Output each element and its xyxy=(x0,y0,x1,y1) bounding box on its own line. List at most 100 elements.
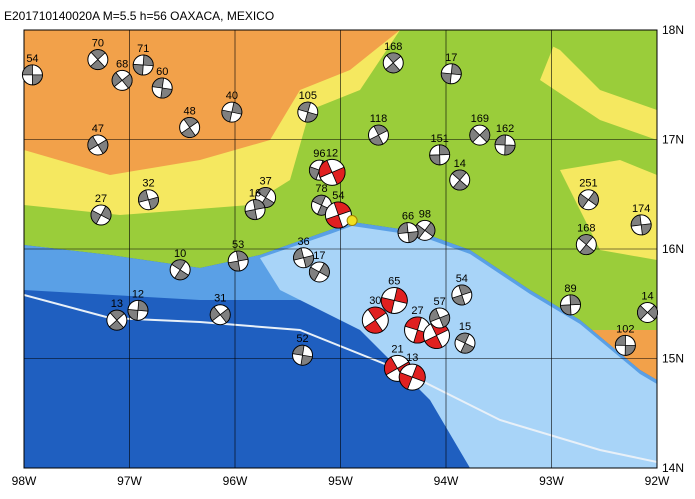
event-label: 36 xyxy=(297,236,309,248)
lat-tick-label: 17N xyxy=(662,133,684,147)
lat-tick-label: 18N xyxy=(662,23,684,37)
beachball-quadrants xyxy=(111,72,133,89)
focal-mechanism xyxy=(451,284,473,306)
beachball-quadrants xyxy=(87,135,109,155)
beachball-quadrants xyxy=(469,127,491,143)
beachball-quadrants xyxy=(138,189,159,210)
focal-mechanism xyxy=(87,134,109,156)
beachball-quadrants xyxy=(244,199,266,220)
focal-mechanism xyxy=(137,189,159,211)
event-label: 54 xyxy=(26,53,38,65)
event-label: 31 xyxy=(214,293,226,305)
beachball-quadrants xyxy=(297,101,318,123)
event-label: 60 xyxy=(156,66,168,78)
focal-mechanism xyxy=(127,299,149,321)
focal-mechanism xyxy=(324,201,352,229)
beachball-quadrants xyxy=(22,64,43,86)
beachball-quadrants xyxy=(398,364,426,390)
event-label: 66 xyxy=(402,211,414,223)
event-label: 17 xyxy=(445,52,457,64)
focal-mechanism xyxy=(21,64,43,86)
lon-tick-label: 93W xyxy=(539,474,564,488)
event-label: 14 xyxy=(641,291,653,303)
beachball-quadrants xyxy=(369,124,388,146)
lon-tick-label: 95W xyxy=(328,474,353,488)
focal-mechanism xyxy=(559,294,581,316)
focal-mechanism xyxy=(361,306,389,334)
focal-mechanism xyxy=(297,101,319,123)
beachball-quadrants xyxy=(221,101,243,123)
event-label: 70 xyxy=(92,38,104,50)
focal-mechanism xyxy=(308,261,330,283)
event-label: 71 xyxy=(137,43,149,55)
event-label: 52 xyxy=(296,333,308,345)
event-label: 102 xyxy=(616,323,634,335)
event-label: 17 xyxy=(313,250,325,262)
beachball-quadrants xyxy=(560,294,581,316)
event-label: 78 xyxy=(315,183,327,195)
event-label: 89 xyxy=(564,283,576,295)
event-label: 168 xyxy=(384,41,402,53)
event-label: 12 xyxy=(326,147,338,159)
beachball-quadrants xyxy=(227,250,249,272)
beachball-quadrants xyxy=(451,284,472,306)
lon-tick-label: 96W xyxy=(223,474,248,488)
lat-tick-label: 15N xyxy=(662,352,684,366)
focal-mechanism xyxy=(440,63,462,85)
beachball-quadrants xyxy=(451,169,468,191)
focal-mechanism xyxy=(429,144,451,166)
lat-tick-label: 14N xyxy=(662,461,684,475)
beachball-quadrants xyxy=(89,49,106,70)
event-label: 105 xyxy=(299,90,317,102)
beachball-quadrants xyxy=(318,159,346,185)
event-label: 169 xyxy=(471,113,489,125)
beachball-quadrants xyxy=(127,299,149,321)
epicenter xyxy=(346,215,358,227)
event-label: 30 xyxy=(369,295,381,307)
focal-mechanism xyxy=(382,52,404,74)
event-label: 68 xyxy=(116,58,128,70)
beachball-quadrants xyxy=(578,234,595,255)
event-label: 151 xyxy=(430,133,448,145)
beachball-quadrants xyxy=(397,222,419,243)
focal-mechanism xyxy=(367,124,389,146)
beachball-quadrants xyxy=(132,54,154,76)
event-label: 162 xyxy=(496,123,514,135)
event-label: 40 xyxy=(226,90,238,102)
focal-mechanism xyxy=(293,247,315,269)
map-frame xyxy=(23,29,658,469)
event-label: 15 xyxy=(459,321,471,333)
event-label: 32 xyxy=(142,178,154,190)
event-label: 54 xyxy=(456,273,468,285)
event-label: 65 xyxy=(388,275,400,287)
focal-mechanism xyxy=(169,259,191,281)
focal-mechanism xyxy=(414,219,436,241)
lon-tick-label: 94W xyxy=(434,474,459,488)
beachball-quadrants xyxy=(385,52,402,74)
focal-mechanism xyxy=(318,158,346,186)
event-label: 48 xyxy=(184,105,196,117)
focal-mechanism xyxy=(179,116,201,138)
focal-mechanism xyxy=(469,124,491,146)
beachball-quadrants xyxy=(209,306,231,324)
event-label: 13 xyxy=(111,298,123,310)
beachball-quadrants xyxy=(293,247,314,268)
event-label: 27 xyxy=(411,305,423,317)
focal-mechanism xyxy=(449,169,471,191)
focal-mechanism xyxy=(132,54,154,76)
focal-mechanism xyxy=(90,204,112,226)
beachball-quadrants xyxy=(637,304,658,321)
beachball-quadrants xyxy=(309,262,330,282)
event-label: 57 xyxy=(434,296,446,308)
event-label: 168 xyxy=(577,223,595,235)
focal-mechanism xyxy=(577,189,599,211)
beachball-quadrants xyxy=(578,191,599,209)
beachball-quadrants xyxy=(363,306,387,334)
focal-mechanism xyxy=(429,307,451,329)
focal-mechanism xyxy=(209,304,231,326)
focal-mechanism xyxy=(87,49,109,71)
event-label: 16 xyxy=(249,188,261,200)
focal-mechanism xyxy=(397,222,419,244)
